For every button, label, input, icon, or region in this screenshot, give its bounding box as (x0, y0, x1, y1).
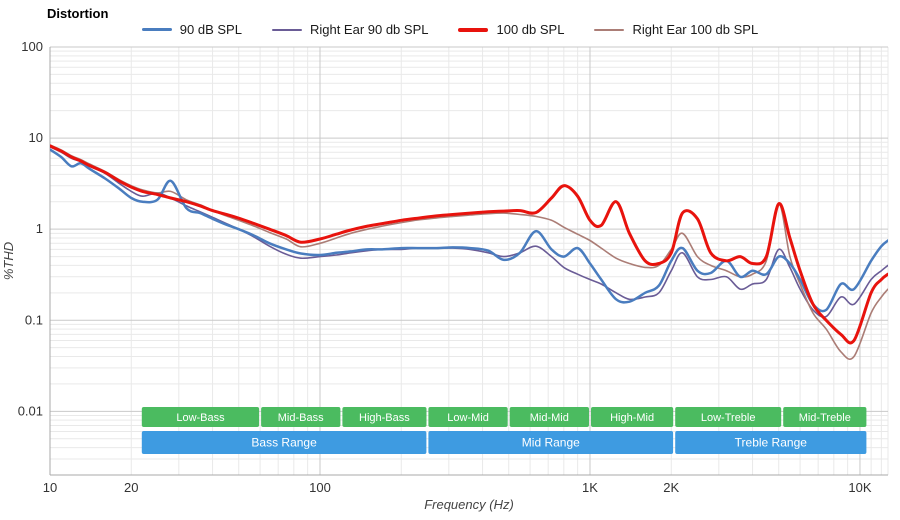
y-tick-label: 1 (36, 221, 43, 236)
band-mid-treble[interactable] (783, 407, 867, 427)
band-bass-range[interactable] (141, 431, 427, 454)
legend-swatch (458, 27, 489, 32)
gridlines-minor (50, 47, 889, 475)
band-mid-bass[interactable] (261, 407, 341, 427)
band-label: High-Mid (610, 412, 654, 424)
x-tick-label: 10K (848, 480, 871, 495)
x-tick-label: 100 (309, 480, 331, 495)
legend-label: Right Ear 90 db SPL (309, 22, 429, 37)
legend-item-100-db-spl[interactable]: 100 db SPL (458, 22, 564, 37)
x-tick-label: 20 (124, 480, 138, 495)
band-label: Low-Mid (447, 412, 489, 424)
y-tick-label: 100 (21, 39, 43, 54)
band-label: Mid-Treble (799, 412, 851, 424)
chart-title: Distortion (47, 6, 109, 21)
legend-item-right-ear-100-db-spl[interactable]: Right Ear 100 db SPL (594, 22, 758, 37)
y-axis-label: %THD (1, 242, 16, 280)
band-mid-mid[interactable] (509, 407, 589, 427)
band-label: Mid-Mid (530, 412, 569, 424)
frequency-band-buttons: Low-Bass Mid-Bass High-Bass Low-Mid Mid-Mid H… (141, 407, 867, 454)
band-mid-range[interactable] (428, 431, 674, 454)
series-100-db-spl (50, 144, 888, 345)
y-tick-label: 10 (29, 130, 43, 145)
series-right-ear-100-db-spl (50, 144, 888, 360)
band-label: Mid-Bass (278, 412, 324, 424)
band-label: Low-Bass (176, 412, 225, 424)
band-high-mid[interactable] (591, 407, 674, 427)
band-label: High-Bass (359, 412, 410, 424)
band-low-treble[interactable] (675, 407, 782, 427)
band-label: Mid Range (522, 436, 580, 450)
series-lines (50, 144, 888, 360)
band-treble-range[interactable] (675, 431, 867, 454)
axis-lines (49, 47, 888, 476)
tick-labels: 10 20 100 1K 2K 10K 100 10 1 0.1 0.01 (18, 39, 872, 495)
band-label: Bass Range (251, 436, 317, 450)
band-high-bass[interactable] (342, 407, 427, 427)
y-tick-label: 0.1 (25, 312, 43, 327)
legend-swatch (594, 28, 625, 31)
x-tick-label: 1K (582, 480, 598, 495)
series-90-db-spl (50, 148, 888, 313)
x-tick-label: 10 (43, 480, 57, 495)
band-label: Treble Range (735, 436, 808, 450)
band-label: Low-Treble (701, 412, 756, 424)
legend-label: 100 db SPL (496, 22, 565, 37)
legend-label: 90 dB SPL (179, 22, 242, 37)
x-axis-label: Frequency (Hz) (424, 497, 514, 512)
legend-swatch (271, 28, 302, 31)
band-low-bass[interactable] (141, 407, 260, 427)
x-tick-label: 2K (663, 480, 679, 495)
legend-swatch (141, 28, 172, 31)
series-right-ear-90-db-spl (50, 146, 888, 318)
legend: 90 dB SPL Right Ear 90 db SPL 100 db SPL Ri… (0, 22, 900, 37)
legend-item-90-db-spl[interactable]: 90 dB SPL (141, 22, 242, 37)
legend-label: Right Ear 100 db SPL (632, 22, 759, 37)
y-tick-label: 0.01 (18, 403, 43, 418)
legend-item-right-ear-90-db-spl[interactable]: Right Ear 90 db SPL (271, 22, 429, 37)
band-low-mid[interactable] (428, 407, 508, 427)
